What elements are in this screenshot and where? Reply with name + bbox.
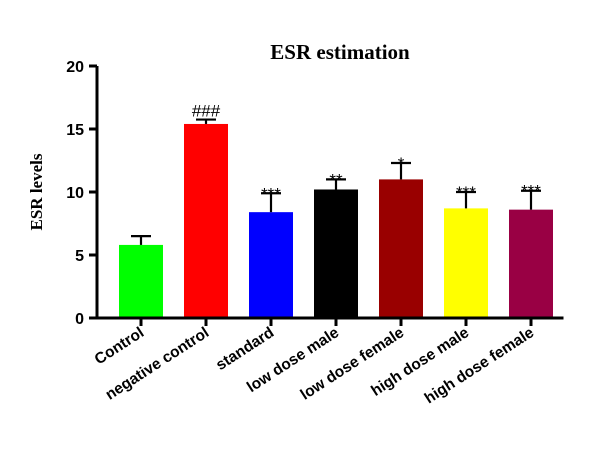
bars-group xyxy=(119,123,553,319)
y-tick-label: 0 xyxy=(75,311,84,328)
significance-marker: ### xyxy=(192,102,221,121)
significance-marker: * xyxy=(398,154,405,173)
bar xyxy=(379,179,423,318)
bar xyxy=(184,123,228,319)
significance-marker: *** xyxy=(521,182,541,201)
y-axis-label: ESR levels xyxy=(27,153,46,230)
significance-marker: *** xyxy=(456,183,476,202)
error-bars-group xyxy=(131,118,541,245)
y-tick-label: 5 xyxy=(75,248,84,265)
significance-marker: *** xyxy=(261,184,281,203)
y-tick-label: 15 xyxy=(66,122,84,139)
bar xyxy=(249,212,293,318)
y-axis-ticks: 0 5 10 15 20 xyxy=(66,59,97,328)
category-label: high dose female xyxy=(422,324,538,407)
significance-markers-group: ###********* *** xyxy=(192,102,541,204)
chart-title: ESR estimation xyxy=(270,40,410,64)
y-tick-label: 10 xyxy=(66,185,84,202)
bar xyxy=(509,209,553,318)
bar xyxy=(444,208,488,318)
bar xyxy=(314,189,358,318)
category-label: Control xyxy=(92,324,147,368)
y-tick-label: 20 xyxy=(66,59,84,76)
bar xyxy=(119,244,163,318)
significance-marker: ** xyxy=(329,170,343,189)
